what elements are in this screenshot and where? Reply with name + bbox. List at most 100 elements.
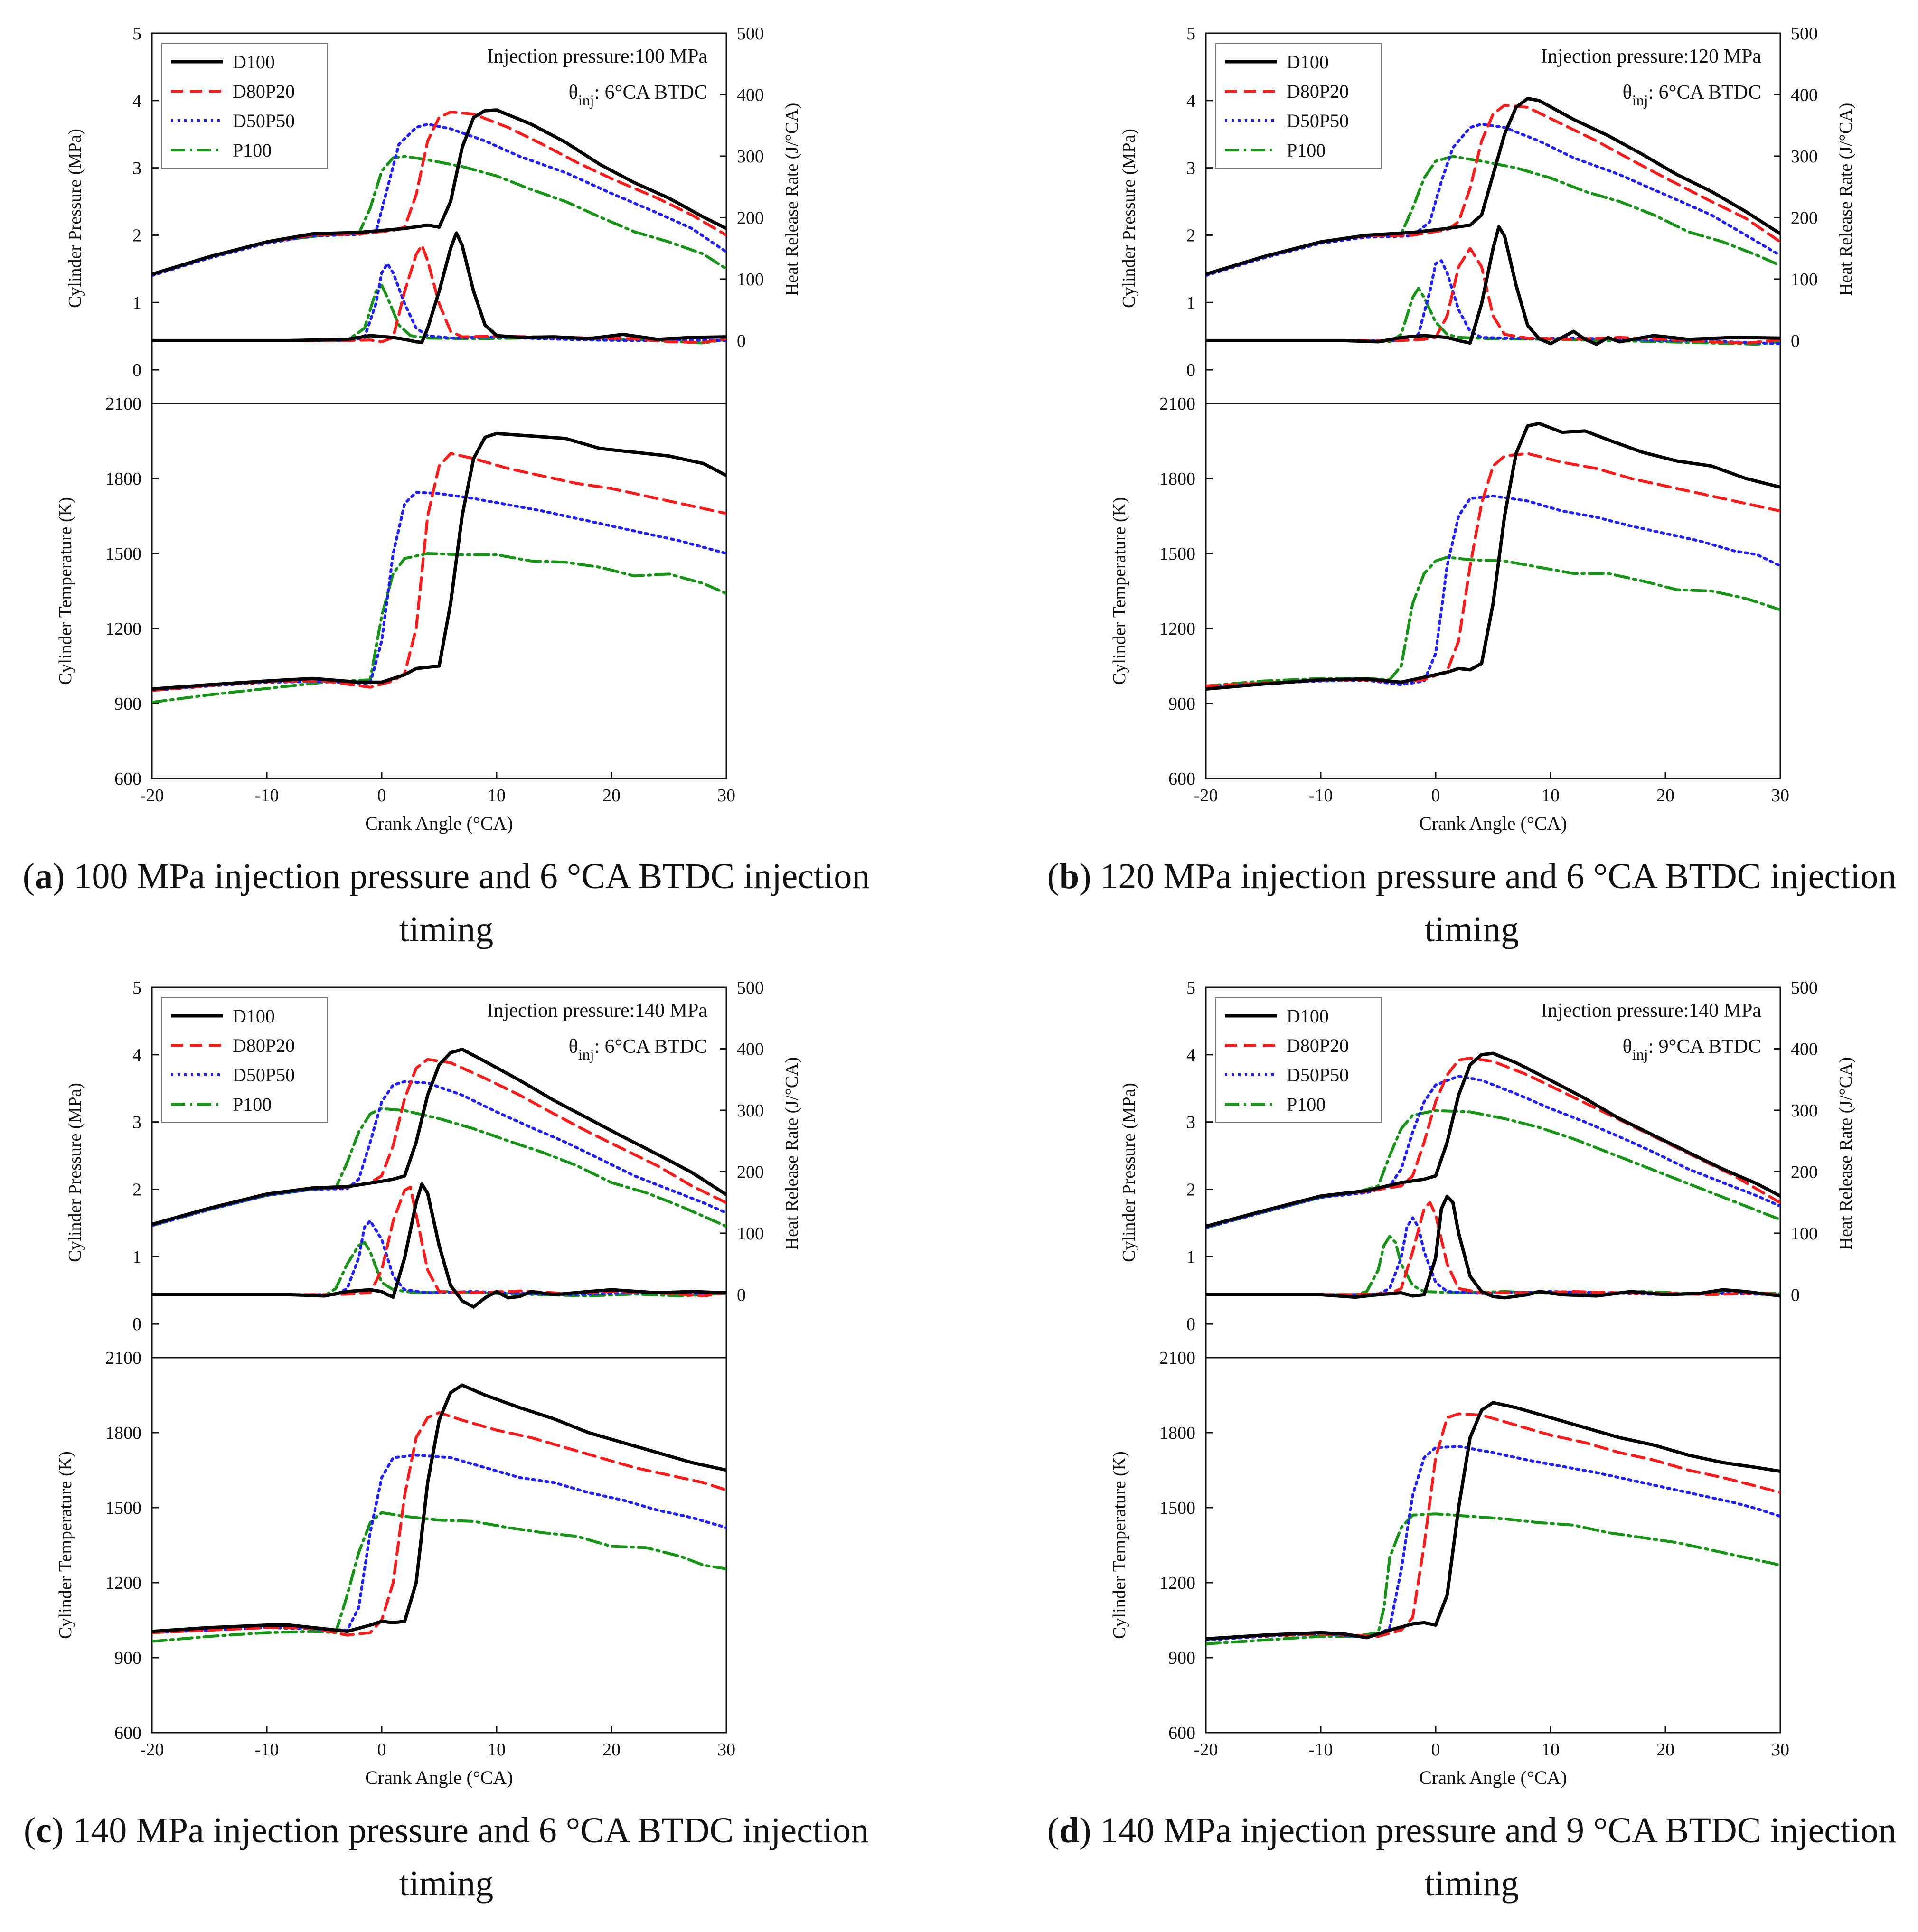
hrr-tick-label: 0 (1791, 331, 1800, 351)
caption-open-paren: ( (22, 856, 35, 896)
hrr-line-d100 (1206, 1194, 1780, 1300)
hrr-line-p100 (152, 283, 726, 345)
injection-pressure-annotation: Injection pressure:100 MPa (487, 46, 708, 67)
timing-value: : 6°CA BTDC (594, 82, 707, 103)
x-tick-label: 30 (1771, 1740, 1789, 1760)
hrr-tick-label: 200 (1791, 1162, 1818, 1182)
pressure-line-d100 (1206, 1051, 1780, 1228)
caption-open-paren: ( (23, 1810, 36, 1850)
legend-label-d50p50: D50P50 (1287, 1064, 1349, 1086)
pressure-axis-label: Cylinder Pressure (MPa) (1119, 129, 1139, 308)
hrr-tick-label: 400 (1791, 85, 1818, 105)
legend-box (161, 43, 328, 169)
timing-theta: θ (1623, 82, 1632, 103)
temperature-tick-label: 600 (114, 1723, 141, 1743)
timing-theta: θ (569, 82, 578, 103)
legend-label-p100: P100 (233, 1094, 272, 1115)
x-tick-label: 20 (602, 1740, 621, 1760)
hrr-axis-label: Heat Release Rate (J/°CA) (782, 103, 802, 296)
pressure-tick-label: 5 (1186, 978, 1195, 998)
caption-panel-letter: b (1059, 856, 1080, 896)
pressure-tick-label: 5 (132, 978, 141, 998)
injection-timing-annotation: θinj: 6°CA BTDC (569, 1036, 707, 1063)
temperature-tick-label: 2100 (105, 1348, 141, 1368)
hrr-tick-label: 500 (737, 24, 764, 44)
pressure-axis-label: Cylinder Pressure (MPa) (65, 1083, 85, 1262)
hrr-tick-label: 400 (1791, 1039, 1818, 1059)
hrr-tick-label: 100 (737, 270, 764, 290)
pressure-tick-label: 3 (1186, 159, 1195, 178)
panel-caption-c: (c) 140 MPa injection pressure and 6 °CA… (0, 1804, 893, 1910)
hrr-line-d50p50 (152, 262, 726, 342)
x-tick-label: 20 (1656, 786, 1674, 806)
legend-label-p100: P100 (1287, 1094, 1326, 1115)
hrr-tick-label: 300 (1791, 147, 1818, 167)
timing-value: : 9°CA BTDC (1648, 1036, 1761, 1058)
temperature-line-d80p20 (152, 452, 726, 692)
timing-value: : 6°CA BTDC (1648, 82, 1761, 103)
pressure-tick-label: 3 (132, 1113, 141, 1133)
pressure-line-d80p20 (152, 110, 726, 276)
hrr-line-d100 (1206, 225, 1780, 346)
x-axis-label: Crank Angle (°CA) (365, 813, 513, 834)
pressure-tick-label: 0 (132, 360, 141, 380)
pressure-tick-label: 0 (1186, 1314, 1195, 1334)
legend-label-d80p20: D80P20 (1287, 81, 1349, 102)
hrr-line-d50p50 (1206, 259, 1780, 345)
legend-label-d100: D100 (233, 1005, 275, 1027)
x-tick-label: 10 (488, 1740, 506, 1760)
temperature-axis-label: Cylinder Temperature (K) (1109, 1451, 1129, 1639)
caption-text: 140 MPa injection pressure and 6 °CA BTD… (73, 1810, 869, 1904)
hrr-axis-label: Heat Release Rate (J/°CA) (1836, 103, 1856, 296)
caption-close-paren: ) (51, 1810, 73, 1850)
pressure-tick-label: 1 (1186, 293, 1195, 313)
hrr-tick-label: 500 (1791, 978, 1818, 998)
pressure-tick-label: 2 (1186, 225, 1195, 245)
temperature-tick-label: 1500 (105, 1498, 141, 1518)
caption-panel-letter: a (35, 856, 53, 896)
x-tick-label: -20 (1194, 786, 1218, 806)
timing-theta: θ (1623, 1036, 1632, 1058)
pressure-tick-label: 5 (1186, 24, 1195, 44)
hrr-tick-label: 200 (737, 208, 764, 228)
temperature-line-d80p20 (1206, 452, 1780, 688)
pressure-line-d100 (152, 108, 726, 276)
pressure-tick-label: 3 (132, 159, 141, 178)
x-tick-label: 30 (1771, 786, 1789, 806)
legend-label-d80p20: D80P20 (233, 81, 295, 102)
x-tick-label: 20 (602, 786, 621, 806)
pressure-tick-label: 1 (1186, 1247, 1195, 1267)
hrr-tick-label: 0 (737, 1285, 746, 1305)
temperature-line-p100 (152, 1511, 726, 1643)
hrr-tick-label: 300 (737, 1101, 764, 1121)
legend-label-d80p20: D80P20 (233, 1035, 295, 1056)
x-tick-label: -20 (140, 786, 164, 806)
temperature-tick-label: 1500 (1159, 544, 1195, 564)
hrr-tick-label: 500 (737, 978, 764, 998)
pressure-tick-label: 1 (132, 1247, 141, 1267)
hrr-line-d100 (152, 231, 726, 344)
temperature-axis-label: Cylinder Temperature (K) (56, 1451, 75, 1639)
pressure-axis-label: Cylinder Pressure (MPa) (1119, 1083, 1139, 1262)
x-tick-label: 0 (377, 1740, 386, 1760)
pressure-tick-label: 0 (1186, 360, 1195, 380)
timing-theta: θ (569, 1036, 578, 1058)
hrr-tick-label: 100 (1791, 270, 1818, 290)
panel-caption-b: (b) 120 MPa injection pressure and 6 °CA… (1025, 850, 1918, 956)
hrr-tick-label: 0 (1791, 1285, 1800, 1305)
x-tick-label: 10 (488, 786, 506, 806)
x-axis-label: Crank Angle (°CA) (1419, 1767, 1567, 1788)
caption-text: 100 MPa injection pressure and 6 °CA BTD… (74, 856, 870, 949)
timing-subscript: inj (578, 1046, 594, 1063)
hrr-tick-label: 400 (737, 1039, 764, 1059)
bottom-plot-frame (1205, 1357, 1781, 1734)
pressure-tick-label: 5 (132, 24, 141, 44)
caption-close-paren: ) (53, 856, 74, 896)
x-axis-label: Crank Angle (°CA) (365, 1767, 513, 1788)
injection-timing-annotation: θinj: 6°CA BTDC (569, 82, 707, 109)
legend-box (1215, 997, 1382, 1123)
x-tick-label: 0 (1431, 1740, 1440, 1760)
timing-subscript: inj (1632, 92, 1648, 109)
x-tick-label: 30 (717, 786, 735, 806)
temperature-line-d80p20 (1206, 1412, 1780, 1641)
